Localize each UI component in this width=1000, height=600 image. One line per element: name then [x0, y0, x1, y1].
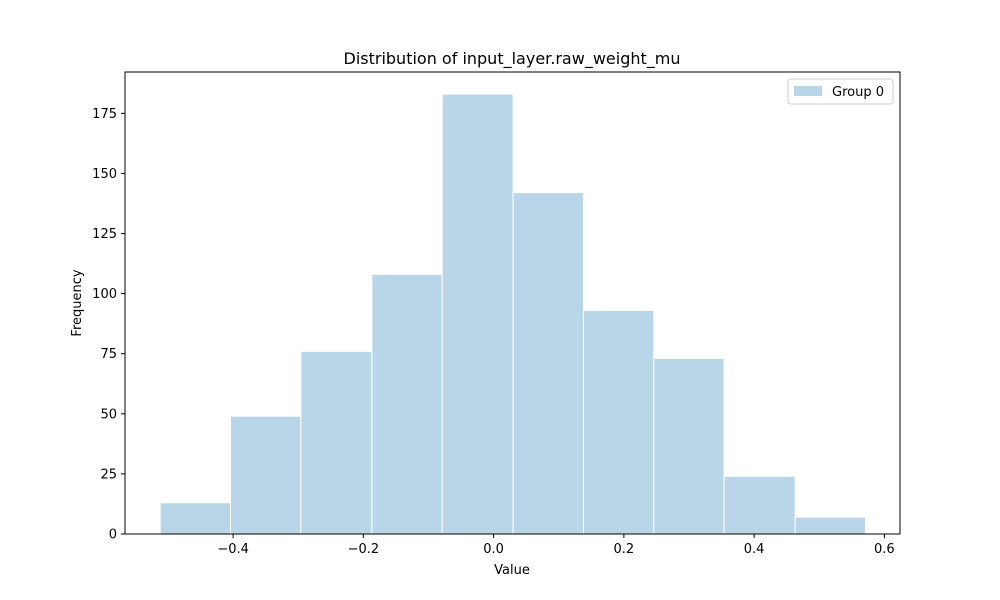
plot-frame [124, 71, 901, 535]
histogram-bars [159, 93, 866, 535]
y-tick-label: 0 [109, 528, 117, 543]
histogram-bar [512, 192, 584, 535]
y-tick-label: 175 [92, 107, 117, 122]
x-tick-label: 0.4 [744, 542, 765, 557]
x-axis-label: Value [494, 563, 530, 578]
histogram-bar [230, 415, 302, 535]
y-tick-label: 100 [92, 287, 117, 302]
y-tick-label: 150 [92, 167, 117, 182]
y-tick-label: 75 [100, 347, 117, 362]
x-tick-label: 0.2 [614, 542, 635, 557]
x-tick-label: −0.2 [348, 542, 380, 557]
x-tick-label: 0.0 [483, 542, 504, 557]
histogram-bar [723, 475, 796, 535]
histogram-bar [159, 502, 232, 535]
histogram-bar [441, 93, 514, 535]
histogram-bar [371, 273, 443, 535]
legend-frame [787, 78, 894, 105]
histogram-bar [300, 350, 373, 535]
legend-swatch [794, 86, 822, 96]
histogram-bar [653, 358, 725, 535]
histogram-bar [794, 516, 866, 535]
y-tick-label: 50 [100, 407, 117, 422]
chart-title: Distribution of input_layer.raw_weight_m… [344, 49, 681, 69]
legend-label: Group 0 [832, 85, 884, 100]
x-tick-label: −0.4 [217, 542, 249, 557]
y-tick-label: 125 [92, 227, 117, 242]
legend: Group 0 [787, 78, 894, 105]
x-axis-ticks: −0.4 −0.2 0.0 0.2 0.4 0.6 [217, 534, 895, 557]
y-axis-label: Frequency [70, 269, 85, 336]
y-axis-ticks: 0 25 50 75 100 125 150 175 [92, 107, 125, 543]
histogram-bar [582, 309, 655, 535]
x-tick-label: 0.6 [874, 542, 895, 557]
y-tick-label: 25 [100, 467, 117, 482]
